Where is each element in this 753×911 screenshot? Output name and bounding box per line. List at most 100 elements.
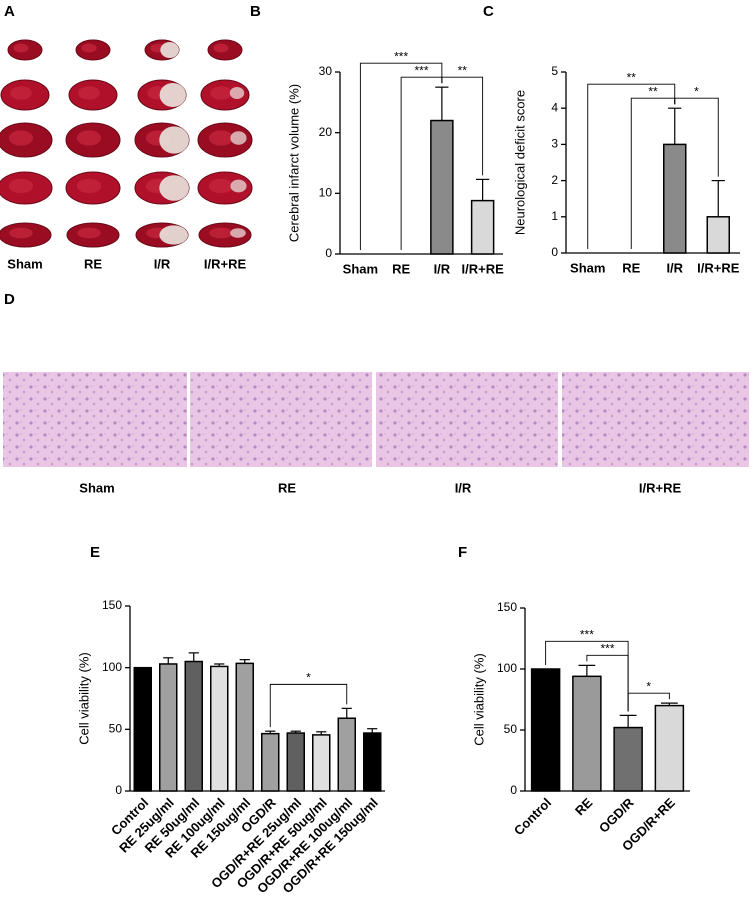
significance-label: ** (648, 84, 658, 98)
slice-highlight (76, 178, 102, 194)
y-axis-label: Cerebral infarct volume (%) (286, 84, 301, 242)
x-tick-label: RE (622, 260, 640, 275)
panel-label: C (483, 3, 494, 20)
x-tick-label: Sham (570, 260, 605, 275)
bar (210, 665, 229, 792)
y-tick-label: 4 (551, 100, 558, 114)
brain-slices: Sham RE I/R I/R+RE (0, 39, 253, 271)
bar (430, 119, 454, 255)
x-tick-label: I/R+RE (461, 261, 504, 276)
infarct (159, 83, 186, 107)
histology-image (562, 372, 749, 467)
x-tick-label: Sham (343, 261, 378, 276)
y-tick-label: 50 (109, 722, 123, 736)
y-tick-label: 3 (551, 137, 558, 151)
bar (133, 666, 152, 792)
y-tick-label: 0 (551, 245, 558, 259)
y-axis-label: Neurological deficit score (512, 90, 527, 235)
slice-highlight (208, 130, 234, 146)
y-axis-label: Cell viability (%) (76, 652, 91, 744)
y-tick-label: 0 (325, 246, 332, 260)
bar (613, 726, 643, 792)
y-axis-label: Cell viability (%) (471, 653, 486, 745)
slice-highlight (76, 130, 102, 146)
bar (261, 732, 280, 792)
bar (530, 668, 561, 792)
bar (363, 732, 382, 792)
histology-images: Sham RE I/R I/R+RE (3, 372, 749, 495)
panel-label: A (4, 3, 15, 20)
bar (663, 143, 687, 254)
infarct (229, 87, 245, 99)
y-tick-label: 2 (551, 173, 558, 187)
slice-highlight (13, 43, 29, 53)
slice-label: RE (84, 256, 102, 271)
bar (706, 216, 730, 254)
significance-bracket (586, 654, 629, 712)
y-tick-label: 100 (497, 661, 517, 675)
y-tick-label: 0 (115, 783, 122, 797)
panel-label: E (90, 544, 100, 561)
slice-highlight (77, 227, 101, 239)
y-tick-label: 150 (497, 600, 517, 614)
y-tick-label: 150 (102, 598, 122, 612)
significance-label: *** (600, 642, 614, 656)
slice-highlight (9, 227, 33, 239)
slice-highlight (81, 43, 97, 53)
bar (572, 675, 602, 792)
significance-bracket (674, 97, 719, 177)
x-tick-label: RE (572, 795, 596, 819)
histology-image (376, 372, 558, 467)
x-tick-label: Control (511, 795, 554, 838)
x-tick-label: I/R+RE (697, 260, 740, 275)
y-tick-label: 50 (504, 722, 518, 736)
y-tick-label: 30 (319, 64, 333, 78)
significance-bracket (627, 692, 670, 712)
significance-bracket (269, 683, 348, 728)
significance-label: ** (627, 70, 637, 84)
infarct (160, 42, 179, 58)
bar (235, 662, 254, 792)
infarct (159, 126, 189, 154)
histology-label: I/R+RE (639, 480, 682, 495)
infarct (159, 175, 189, 201)
slice-highlight (8, 178, 34, 194)
bar (654, 704, 685, 792)
slice-highlight (210, 86, 232, 100)
significance-label: *** (414, 63, 428, 77)
significance-label: * (646, 679, 651, 693)
bar (470, 199, 495, 255)
histology-label: I/R (455, 480, 472, 495)
significance-bracket (359, 62, 443, 250)
y-tick-label: 100 (102, 660, 122, 674)
slice-label: I/R+RE (204, 256, 247, 271)
y-tick-label: 0 (510, 783, 517, 797)
bar (159, 663, 178, 792)
x-tick-label: RE (392, 261, 410, 276)
slice-highlight (10, 86, 32, 100)
histology-image (3, 372, 187, 467)
x-tick-label: I/R (434, 261, 451, 276)
significance-bracket (587, 83, 676, 249)
slice-highlight (8, 130, 34, 146)
y-tick-label: 10 (319, 186, 333, 200)
infarct (230, 179, 247, 193)
significance-bracket (441, 76, 484, 176)
y-tick-label: 1 (551, 209, 558, 223)
slice-highlight (209, 227, 233, 239)
significance-label: *** (394, 49, 408, 63)
histology-label: RE (278, 480, 296, 495)
bar-chart: B Cerebral infarct volume (%) 0 10 20 30 Sham R… (250, 3, 504, 276)
y-tick-label: 5 (551, 64, 558, 78)
significance-label: * (694, 84, 699, 98)
panel-label: D (4, 291, 15, 308)
infarct (159, 225, 188, 245)
bar (312, 734, 331, 792)
bar (184, 660, 203, 792)
slice-label: Sham (7, 256, 42, 271)
histology-label: Sham (79, 480, 114, 495)
significance-label: *** (580, 628, 594, 642)
significance-label: ** (458, 63, 468, 77)
slice-highlight (213, 43, 229, 53)
